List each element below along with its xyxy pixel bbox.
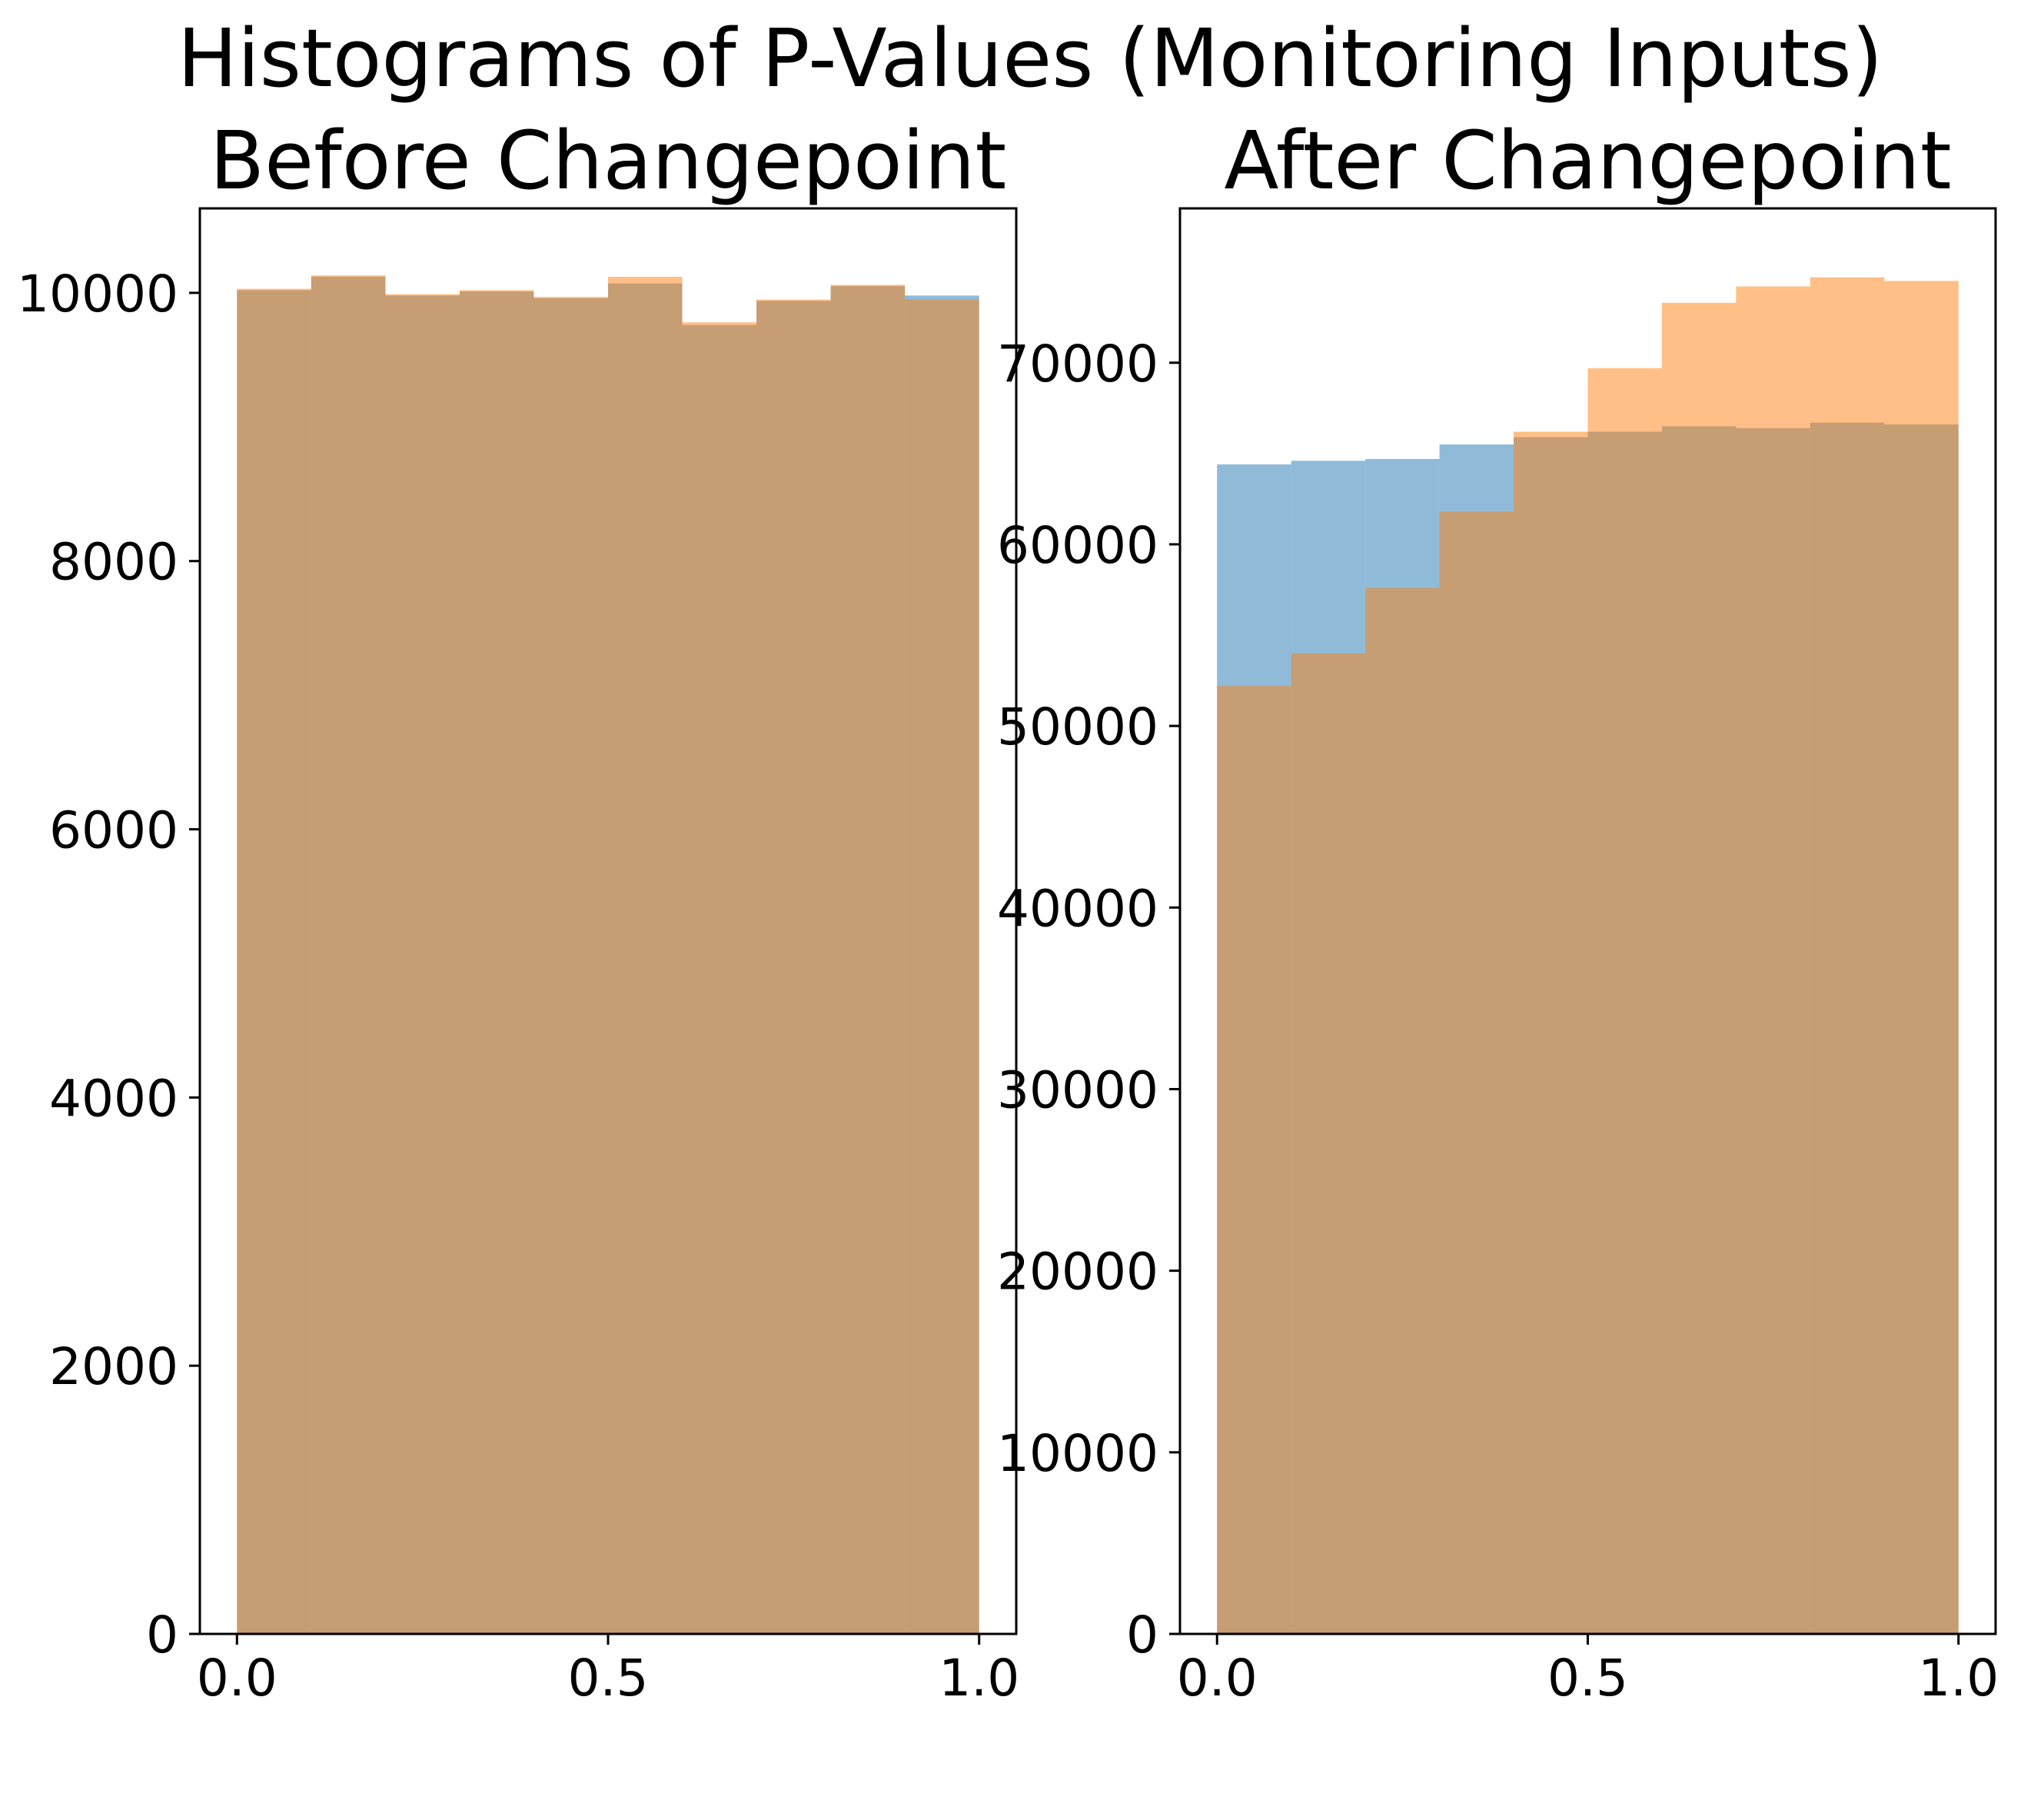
x-tick-label: 1.0 bbox=[1918, 1649, 1999, 1708]
histogram-bar bbox=[1587, 368, 1662, 1635]
y-tick-label: 10000 bbox=[997, 1424, 1158, 1483]
panel-title: Before Changepoint bbox=[210, 114, 1007, 208]
histogram-bar bbox=[905, 299, 979, 1634]
series-2-bars bbox=[1217, 277, 1959, 1635]
y-tick-label: 30000 bbox=[997, 1060, 1158, 1120]
histogram-bar bbox=[830, 284, 906, 1635]
histogram-bar bbox=[533, 297, 608, 1634]
histogram-bar bbox=[311, 275, 386, 1634]
y-tick-label: 6000 bbox=[49, 801, 178, 860]
histogram-bar bbox=[1439, 511, 1514, 1634]
y-tick-label: 0 bbox=[1126, 1605, 1158, 1665]
x-tick-label: 1.0 bbox=[939, 1649, 1019, 1708]
histogram-bar bbox=[1884, 281, 1959, 1635]
y-tick-label: 40000 bbox=[997, 879, 1158, 938]
histogram-bar bbox=[1365, 587, 1440, 1634]
histogram-bar bbox=[459, 290, 534, 1634]
y-tick-label: 10000 bbox=[17, 265, 178, 324]
y-tick-label: 60000 bbox=[997, 516, 1158, 575]
x-tick-label: 0.5 bbox=[1547, 1649, 1628, 1708]
y-tick-label: 20000 bbox=[997, 1243, 1158, 1302]
histogram-bar bbox=[1217, 686, 1291, 1634]
x-tick-label: 0.0 bbox=[1177, 1649, 1258, 1708]
histogram-bar bbox=[1514, 431, 1588, 1634]
y-tick-label: 50000 bbox=[997, 697, 1158, 757]
histogram-bar bbox=[1661, 302, 1737, 1634]
y-tick-label: 8000 bbox=[49, 533, 178, 592]
figure-suptitle: Histograms of P-Values (Monitoring Input… bbox=[178, 12, 1883, 105]
histogram-bar bbox=[1736, 286, 1810, 1635]
panel-title: After Changepoint bbox=[1224, 114, 1951, 208]
histogram-bar bbox=[385, 294, 460, 1634]
x-tick-label: 0.0 bbox=[197, 1649, 278, 1708]
histogram-bar bbox=[1810, 277, 1885, 1634]
histogram-bar bbox=[1291, 653, 1366, 1634]
y-tick-label: 4000 bbox=[49, 1069, 178, 1128]
histogram-bar bbox=[608, 276, 683, 1634]
x-tick-label: 0.5 bbox=[568, 1649, 649, 1708]
panel-before-changepoint: Before Changepoint 0.0 0.5 1.0 0 2000 4000 6000… bbox=[17, 114, 1019, 1708]
histogram-bar bbox=[237, 288, 311, 1634]
y-tick-label: 2000 bbox=[49, 1337, 178, 1396]
histogram-bar bbox=[682, 322, 757, 1634]
panel-after-changepoint: After Changepoint 0.0 0.5 1.0 0 10000 20000 300… bbox=[997, 114, 1999, 1708]
y-tick-label: 0 bbox=[146, 1605, 178, 1665]
y-tick-label: 70000 bbox=[997, 334, 1158, 394]
histogram-bar bbox=[756, 299, 831, 1634]
series-2-bars bbox=[237, 275, 979, 1635]
